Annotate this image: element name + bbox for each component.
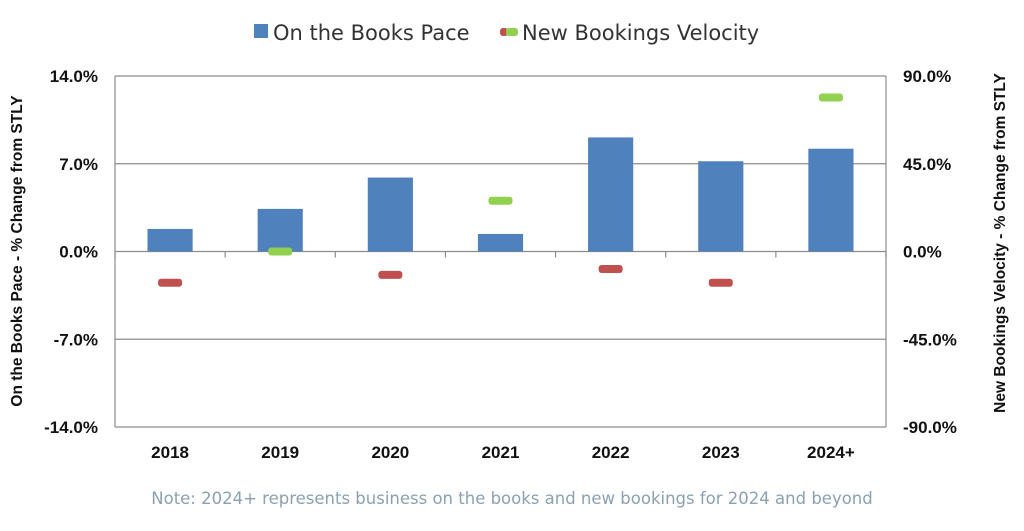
- bar-2020: [367, 177, 413, 252]
- velocity-marker-2022: [598, 265, 623, 274]
- chart-note: Note: 2024+ represents business on the b…: [151, 489, 872, 508]
- x-tick-label: 2024+: [807, 443, 855, 462]
- velocity-marker-2024+: [818, 93, 843, 102]
- x-axis-ticks: 2018 2019 2020 2021 2022 2023 2024+: [151, 443, 855, 462]
- x-tick-label: 2021: [482, 443, 520, 462]
- bar-2021: [477, 233, 524, 252]
- velocity-marker-2020: [378, 270, 403, 279]
- right-tick-label: 45.0%: [903, 155, 951, 174]
- plot-frame: [114, 76, 887, 427]
- left-axis-ticks: 14.0% 7.0% 0.0% -7.0% -14.0%: [44, 67, 98, 437]
- markers: [158, 93, 843, 287]
- bar-2023: [698, 161, 744, 252]
- bar-2018: [147, 228, 193, 252]
- legend: On the Books Pace New Bookings Velocity: [254, 21, 759, 45]
- legend-swatch-new-bookings-velocity: [500, 28, 518, 36]
- velocity-marker-2018: [158, 278, 183, 287]
- right-tick-label: -45.0%: [903, 330, 957, 349]
- right-tick-label: 90.0%: [903, 67, 951, 86]
- left-tick-label: 7.0%: [59, 155, 98, 174]
- legend-label-new-bookings-velocity: New Bookings Velocity: [522, 21, 759, 45]
- left-tick-label: 14.0%: [50, 67, 98, 86]
- velocity-marker-2021: [488, 196, 513, 205]
- bar-2022: [588, 137, 634, 252]
- right-tick-label: 0.0%: [903, 243, 942, 262]
- right-axis-ticks: 90.0% 45.0% 0.0% -45.0% -90.0%: [903, 67, 957, 437]
- legend-swatch-otb-pace: [254, 24, 268, 38]
- left-tick-label: -14.0%: [44, 418, 98, 437]
- bars: [147, 137, 854, 252]
- right-tick-label: -90.0%: [903, 418, 957, 437]
- velocity-marker-2019: [268, 247, 293, 256]
- left-tick-label: 0.0%: [59, 243, 98, 262]
- bar-2024+: [808, 148, 854, 252]
- left-tick-label: -7.0%: [54, 330, 98, 349]
- x-tick-label: 2023: [702, 443, 740, 462]
- legend-label-otb-pace: On the Books Pace: [273, 21, 470, 45]
- x-tick-label: 2019: [261, 443, 299, 462]
- x-tick-label: 2020: [371, 443, 409, 462]
- x-tick-label: 2018: [151, 443, 189, 462]
- right-axis-title: New Bookings Velocity - % Change from ST…: [992, 73, 1009, 413]
- bar-2019: [257, 208, 303, 252]
- x-tick-label: 2022: [592, 443, 630, 462]
- left-axis-title: On the Books Pace - % Change from STLY: [9, 95, 26, 407]
- velocity-marker-2023: [708, 278, 733, 287]
